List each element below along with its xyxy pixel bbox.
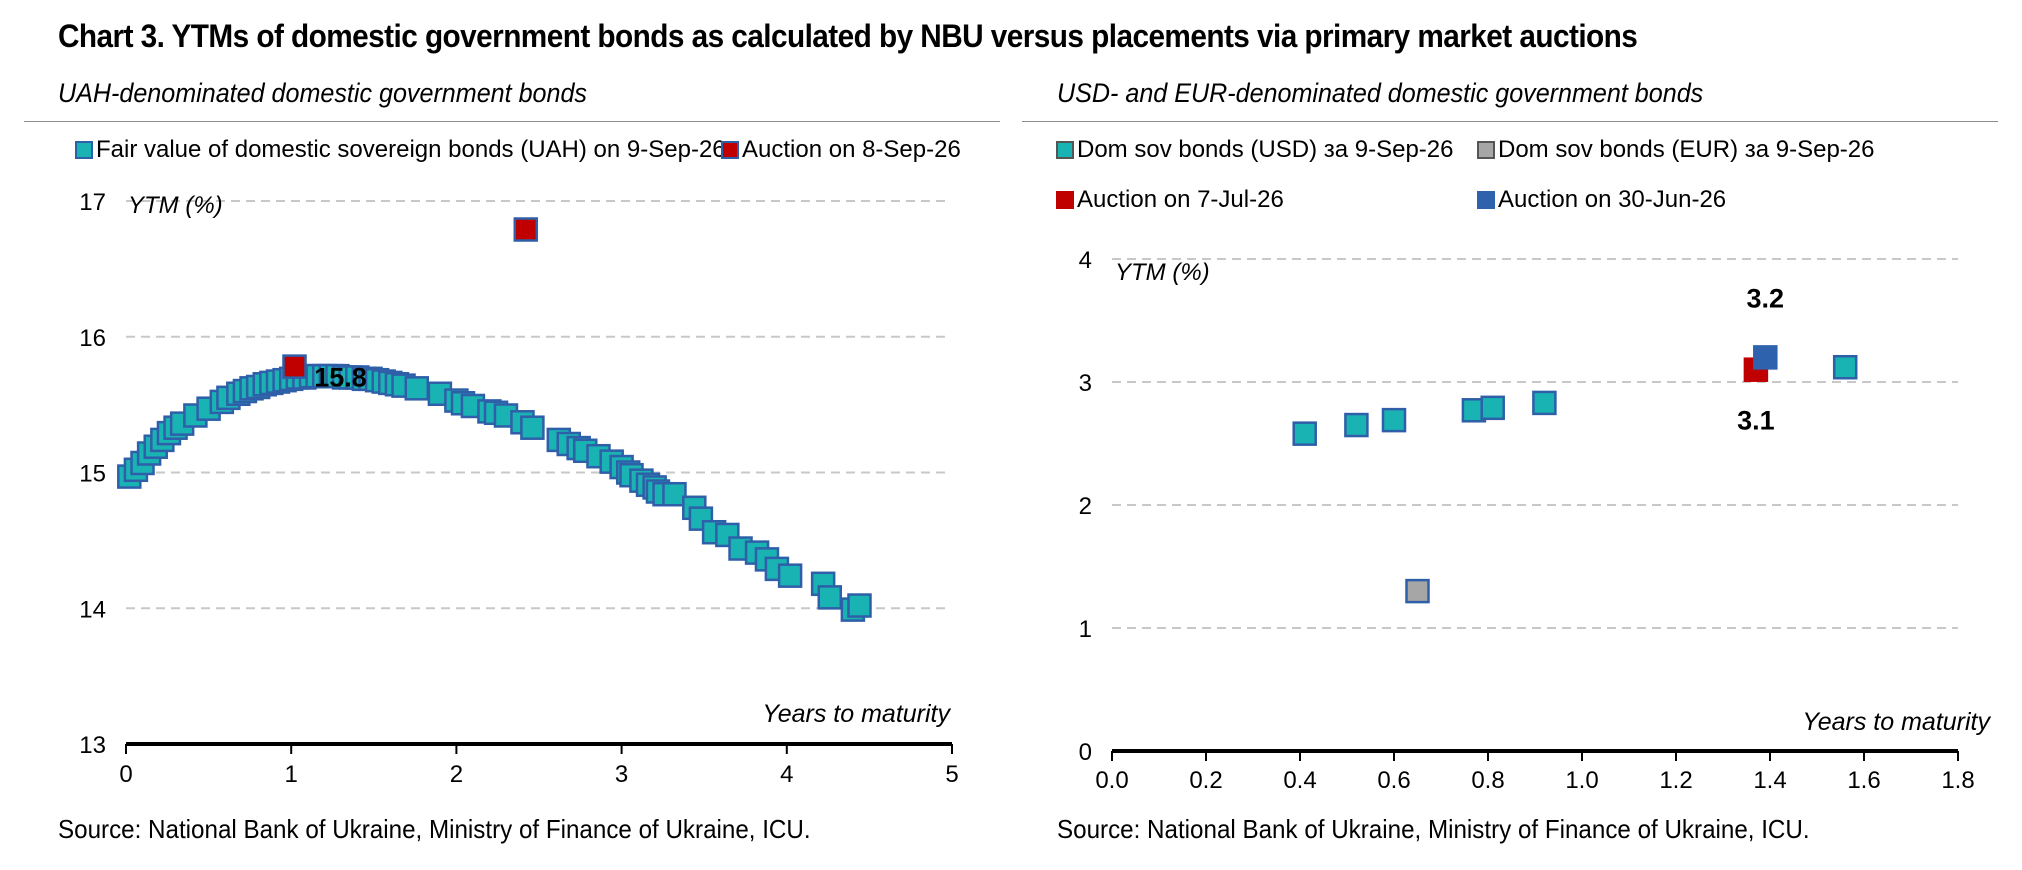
data-point — [777, 563, 803, 588]
x-tick-label: 0.4 — [1283, 767, 1316, 794]
data-point — [847, 593, 872, 618]
left-source-note: Source: National Bank of Ukraine, Minist… — [58, 814, 811, 844]
y-tick-label: 1 — [1079, 616, 1092, 643]
x-axis-title: Years to maturity — [1802, 708, 1991, 736]
legend-swatch — [1056, 141, 1074, 159]
y-tick-label: 2 — [1079, 493, 1092, 520]
right-source-note: Source: National Bank of Ukraine, Minist… — [1057, 814, 1810, 844]
data-point — [404, 376, 430, 401]
y-axis-title: YTM (%) — [128, 192, 223, 219]
x-tick-label: 0.2 — [1189, 767, 1222, 794]
data-label: 15.8 — [314, 363, 367, 393]
data-point — [513, 217, 539, 242]
legend-label: Dom sov bonds (EUR) за 9-Sep-26 — [1498, 136, 1875, 163]
legend-label: Dom sov bonds (USD) за 9-Sep-26 — [1077, 136, 1454, 163]
y-axis-title: YTM (%) — [1115, 259, 1210, 286]
data-point — [662, 481, 687, 507]
y-tick-label: 15 — [79, 461, 106, 488]
data-label: 3.1 — [1737, 406, 1775, 436]
page-title: Chart 3. YTMs of domestic government bon… — [58, 18, 1638, 54]
x-tick-label: 1.2 — [1659, 767, 1692, 794]
legend-swatch — [1477, 191, 1495, 209]
data-point — [282, 354, 307, 379]
left-divider — [24, 121, 1000, 122]
x-tick-label: 0 — [119, 761, 132, 788]
legend-swatch — [1477, 141, 1495, 159]
data-point — [1292, 421, 1317, 446]
x-axis-title: Years to maturity — [762, 700, 951, 728]
data-point — [817, 585, 843, 610]
y-tick-label: 16 — [79, 325, 106, 352]
legend-swatch — [75, 141, 93, 159]
data-point — [1344, 412, 1369, 438]
y-tick-label: 14 — [79, 596, 106, 623]
x-tick-label: 1.4 — [1753, 767, 1786, 794]
legend-label: Fair value of domestic sovereign bonds (… — [96, 136, 726, 163]
data-point — [1832, 354, 1858, 380]
legend-label: Auction on 8-Sep-26 — [742, 136, 961, 163]
data-point — [1381, 407, 1407, 433]
y-tick-label: 17 — [79, 189, 106, 216]
x-tick-label: 1.0 — [1565, 767, 1598, 794]
data-point — [1753, 345, 1778, 370]
y-tick-label: 13 — [79, 732, 106, 759]
data-point — [520, 415, 545, 440]
legend-label: Auction on 30-Jun-26 — [1498, 186, 1726, 213]
x-tick-label: 4 — [780, 761, 793, 788]
x-tick-label: 1.6 — [1847, 767, 1880, 794]
x-tick-label: 1 — [285, 761, 298, 788]
data-point — [1480, 395, 1505, 421]
left-chart-subtitle: UAH-denominated domestic government bond… — [58, 78, 587, 108]
data-point — [1405, 578, 1430, 604]
legend-label: Auction on 7-Jul-26 — [1077, 186, 1284, 213]
right-divider — [1022, 121, 1998, 122]
y-tick-label: 4 — [1079, 247, 1092, 274]
legend-swatch — [1056, 191, 1074, 209]
fx-bonds-chart: 0 1 2 3 4 0.0 0.2 0.4 0.6 0.8 1.0 1.2 1.4 1.6 1.8 YTM (… — [1056, 136, 1991, 794]
x-tick-label: 3 — [615, 761, 628, 788]
x-tick-label: 0.6 — [1377, 767, 1410, 794]
y-tick-label: 0 — [1079, 739, 1092, 766]
x-tick-label: 1.8 — [1941, 767, 1974, 794]
x-tick-label: 0.0 — [1095, 767, 1128, 794]
right-chart-subtitle: USD- and EUR-denominated domestic govern… — [1057, 78, 1704, 108]
x-tick-label: 5 — [945, 761, 958, 788]
data-label: 3.2 — [1747, 283, 1785, 313]
data-point — [1532, 390, 1557, 416]
x-tick-label: 0.8 — [1471, 767, 1504, 794]
y-tick-label: 3 — [1079, 370, 1092, 397]
uah-bonds-chart: 13 14 15 16 17 0 1 2 3 4 5 YTM (%) Years to maturity… — [75, 136, 961, 788]
x-tick-label: 2 — [450, 761, 463, 788]
legend-swatch — [721, 141, 739, 159]
